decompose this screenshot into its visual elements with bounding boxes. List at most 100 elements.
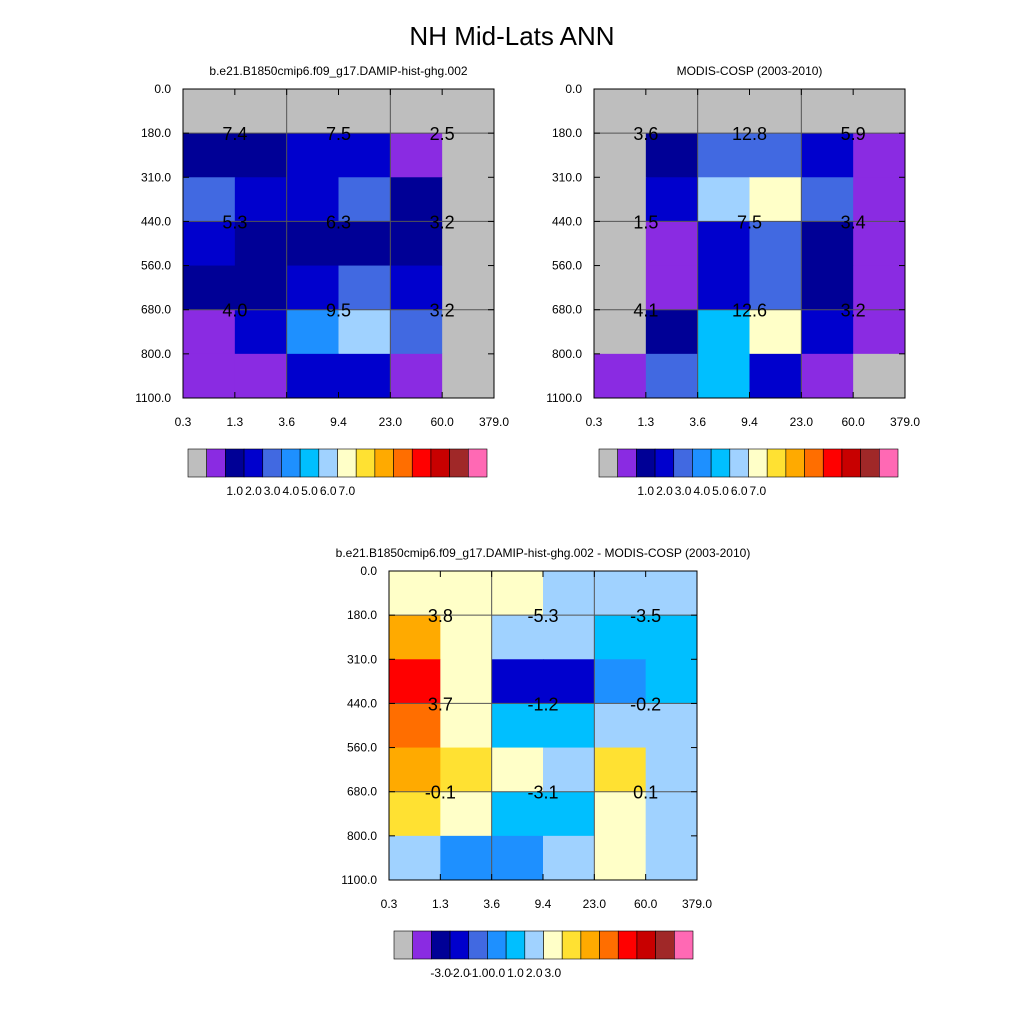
heatmap-cell [390, 221, 443, 267]
data-label: 6.3 [326, 212, 351, 232]
heatmap-cell [594, 353, 647, 399]
heatmap-cell [183, 89, 236, 134]
heatmap-cell [491, 835, 544, 881]
data-label: -3.1 [527, 783, 558, 803]
colorbar-swatch [841, 448, 861, 478]
data-label: 9.5 [326, 301, 351, 321]
heatmap-cell [286, 353, 339, 399]
colorbar-label: 6.0 [320, 484, 337, 498]
heatmap-cell [491, 703, 544, 749]
y-tick-label: 1100.0 [341, 873, 377, 887]
y-tick-label: 440.0 [552, 214, 582, 228]
heatmap-cell [442, 265, 495, 311]
x-tick-label: 23.0 [790, 415, 814, 429]
figure-title: NH Mid-Lats ANN [409, 21, 614, 51]
heatmap-cell [183, 353, 236, 399]
heatmap-cell [440, 791, 493, 837]
data-label: 5.9 [841, 124, 866, 144]
heatmap-cell [594, 791, 647, 837]
colorbar-swatch [393, 930, 413, 960]
heatmap-cell [442, 89, 495, 134]
heatmap-cell [286, 177, 339, 222]
heatmap-cell [697, 353, 750, 399]
heatmap-cell [853, 265, 906, 311]
y-tick-label: 0.0 [154, 82, 171, 96]
heatmap-cell [442, 353, 495, 399]
heatmap-cell [594, 177, 647, 222]
data-label: 12.8 [732, 124, 767, 144]
data-label: -0.2 [630, 694, 661, 714]
y-tick-label: 680.0 [552, 303, 582, 317]
panel-title: MODIS-COSP (2003-2010) [677, 64, 823, 78]
colorbar-swatch [785, 448, 805, 478]
y-tick-label: 180.0 [347, 608, 377, 622]
heatmap-cell [645, 177, 699, 222]
x-tick-label: 0.3 [381, 897, 398, 911]
heatmap-cell [338, 353, 391, 399]
colorbar-swatch [674, 930, 694, 960]
colorbar-swatch [524, 930, 544, 960]
heatmap-cell [491, 615, 544, 660]
colorbar-swatch [598, 448, 618, 478]
heatmap-cell [645, 133, 699, 178]
heatmap-cell [645, 89, 699, 134]
colorbar-label: -2.0 [449, 966, 470, 980]
data-label: 12.6 [732, 301, 767, 321]
colorbar-label: 4.0 [282, 484, 299, 498]
colorbar-swatch [468, 930, 488, 960]
heatmap-cell [749, 89, 802, 134]
heatmap-cell [594, 89, 647, 134]
heatmap-cell [801, 133, 854, 178]
colorbar-swatch [487, 930, 507, 960]
heatmap-cell [491, 791, 544, 837]
y-tick-label: 1100.0 [546, 391, 582, 405]
colorbar-swatch [281, 448, 301, 478]
heatmap-cell [234, 353, 288, 399]
heatmap-cell [234, 133, 288, 178]
x-tick-label: 1.3 [226, 415, 243, 429]
data-label: 3.7 [428, 694, 453, 714]
colorbar-swatch [318, 448, 338, 478]
heatmap-cell [645, 309, 699, 355]
heatmap-cell [801, 353, 854, 399]
data-label: 7.5 [326, 124, 351, 144]
heatmap-cell [543, 835, 595, 881]
y-tick-label: 560.0 [141, 259, 171, 273]
heatmap-cell [697, 133, 750, 178]
colorbar-label: 6.0 [731, 484, 748, 498]
y-tick-label: 440.0 [347, 696, 377, 710]
colorbar-swatch [822, 448, 843, 478]
heatmap-cell [645, 703, 698, 749]
heatmap-cell [389, 659, 441, 704]
data-label: 3.2 [430, 212, 455, 232]
heatmap-cell [442, 221, 495, 267]
heatmap-cell [390, 133, 443, 178]
heatmap-cell [645, 353, 699, 399]
heatmap-cell [183, 221, 236, 267]
colorbar-swatch [225, 448, 245, 478]
data-label: 3.2 [430, 301, 455, 321]
y-tick-label: 1100.0 [135, 391, 171, 405]
colorbar-label: 1.0 [507, 966, 524, 980]
heatmap-cell [234, 221, 288, 267]
heatmap-cell [697, 221, 750, 267]
data-label: 4.0 [222, 301, 247, 321]
x-tick-label: 1.3 [637, 415, 654, 429]
heatmap-cell [749, 133, 802, 178]
heatmap-cell [338, 309, 391, 355]
x-tick-label: 3.6 [278, 415, 295, 429]
x-tick-label: 0.3 [175, 415, 192, 429]
heatmap-cell [389, 835, 441, 881]
y-tick-label: 800.0 [347, 829, 377, 843]
heatmap-cell [440, 835, 493, 881]
heatmap-cell [749, 265, 802, 311]
colorbar-swatch [505, 930, 526, 960]
heatmap-cell [801, 309, 854, 355]
heatmap-cell [491, 571, 544, 616]
data-label: 2.5 [430, 124, 455, 144]
heatmap-panel: MODIS-COSP (2003-2010) 0.3 1.3 3.6 9.4 23.0 60… [546, 64, 920, 498]
colorbar-swatch [468, 448, 488, 478]
colorbar-swatch [636, 930, 656, 960]
y-tick-label: 440.0 [141, 214, 171, 228]
heatmap-cell [389, 571, 441, 616]
